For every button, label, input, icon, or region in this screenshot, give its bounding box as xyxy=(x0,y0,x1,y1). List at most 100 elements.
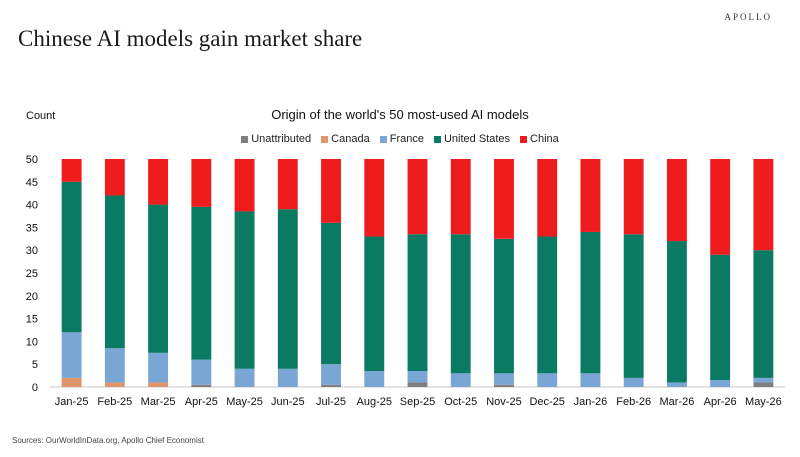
bar-segment-france xyxy=(104,348,125,383)
legend-swatch xyxy=(379,135,387,143)
x-tick-label: Sep-25 xyxy=(400,396,435,408)
chart: Origin of the world's 50 most-used AI mo… xyxy=(0,100,800,420)
bar-segment-united-states xyxy=(753,250,774,378)
legend-swatch xyxy=(520,135,528,143)
bar-segment-france xyxy=(277,368,298,387)
bar-segment-china xyxy=(234,159,255,212)
bar-segment-united-states xyxy=(494,238,514,374)
legend-item: United States xyxy=(433,133,511,145)
bar-segment-united-states xyxy=(234,211,255,369)
y-tick-label: 5 xyxy=(32,359,38,371)
legend-label: France xyxy=(389,133,424,145)
x-tick-label: Apr-25 xyxy=(185,396,218,408)
bar-segment-france xyxy=(623,377,644,387)
legend-swatch xyxy=(241,135,249,143)
bar-segment-china xyxy=(191,159,212,207)
legend-label: Canada xyxy=(331,133,370,145)
y-axis-label: Count xyxy=(26,110,56,122)
x-tick-label: Feb-26 xyxy=(616,396,651,408)
bar-segment-china xyxy=(148,159,169,205)
bar-segment-france xyxy=(753,377,774,383)
y-tick-label: 50 xyxy=(26,154,38,166)
bar-segment-france xyxy=(148,352,169,383)
chart-title: Origin of the world's 50 most-used AI mo… xyxy=(271,107,529,122)
bar-segment-china xyxy=(580,159,601,232)
bar-segment-china xyxy=(537,159,558,237)
bar-segment-unattributed xyxy=(407,382,428,387)
y-tick-label: 15 xyxy=(26,314,38,326)
chart-plot: 0 5 10 15 20 25 30 35 40 45 50 Jan-25 Feb-25 Mar-25 Ap… xyxy=(26,154,785,408)
x-tick-label: Oct-25 xyxy=(444,396,477,408)
bar-segment-united-states xyxy=(450,234,471,374)
bar-segment-france xyxy=(61,332,82,378)
legend-item: China xyxy=(520,133,559,145)
legend-label: China xyxy=(530,133,559,145)
bar-segment-china xyxy=(407,159,428,235)
bar-segment-france xyxy=(364,371,385,387)
x-tick-label: Jan-26 xyxy=(574,396,608,408)
bar-segment-united-states xyxy=(407,234,428,372)
bar-segment-china xyxy=(277,159,298,210)
bar-segment-france xyxy=(450,373,471,387)
source-note: Sources: OurWorldInData.org, Apollo Chie… xyxy=(12,436,204,445)
x-tick-label: Apr-26 xyxy=(704,396,737,408)
bar-segment-united-states xyxy=(277,209,298,369)
x-tick-label: Jan-25 xyxy=(55,396,89,408)
y-tick-label: 45 xyxy=(26,177,38,189)
bar-segment-china xyxy=(623,159,644,235)
x-tick-label: Nov-25 xyxy=(486,396,521,408)
brand-logo: APOLLO xyxy=(724,12,772,22)
x-tick-label: Mar-26 xyxy=(659,396,694,408)
x-tick-label: Mar-25 xyxy=(141,396,176,408)
bar-segment-united-states xyxy=(364,236,385,372)
bar-segment-france xyxy=(234,368,255,387)
bar-segment-china xyxy=(61,159,82,182)
bar-segment-canada xyxy=(61,377,82,387)
bar-segment-china xyxy=(450,159,471,235)
bar-segment-canada xyxy=(148,382,169,387)
bar-segment-france xyxy=(494,373,514,385)
legend: Unattributed Canada France United States Chi… xyxy=(0,133,800,145)
y-tick-label: 35 xyxy=(26,222,38,234)
y-tick-label: 20 xyxy=(26,291,38,303)
legend-label: United States xyxy=(443,133,511,145)
bar-segment-france xyxy=(666,382,687,387)
bar-segment-china xyxy=(666,159,687,242)
legend-item: Unattributed xyxy=(241,133,311,145)
bar-segment-united-states xyxy=(148,204,169,353)
y-tick-label: 30 xyxy=(26,245,38,257)
bar-segment-unattributed xyxy=(494,384,514,387)
y-tick-label: 25 xyxy=(26,268,38,280)
bar-segment-china xyxy=(104,159,125,196)
bar-segment-china xyxy=(494,159,514,239)
headline: Chinese AI models gain market share xyxy=(18,26,363,51)
bar-segment-china xyxy=(321,159,341,223)
bar-segment-unattributed xyxy=(321,384,341,387)
bar-segment-france xyxy=(191,359,212,385)
bar-segment-china xyxy=(364,159,385,237)
bar-segment-china xyxy=(710,159,731,255)
x-tick-label: Aug-25 xyxy=(357,396,392,408)
legend-swatch xyxy=(433,135,441,143)
bar-segment-united-states xyxy=(191,206,212,360)
bar-segment-united-states xyxy=(537,236,558,374)
bar-segment-france xyxy=(580,373,601,387)
y-tick-label: 10 xyxy=(26,336,38,348)
legend-label: Unattributed xyxy=(251,133,312,145)
bar-segment-united-states xyxy=(580,231,601,374)
bar-segment-unattributed xyxy=(191,384,212,387)
bar-segment-united-states xyxy=(104,195,125,349)
y-tick-label: 40 xyxy=(26,200,38,212)
x-tick-label: May-25 xyxy=(226,396,263,408)
bar-segment-united-states xyxy=(710,254,731,381)
legend-swatch xyxy=(321,135,329,143)
x-tick-label: Feb-25 xyxy=(97,396,132,408)
bar-segment-france xyxy=(710,380,731,387)
x-tick-label: May-26 xyxy=(745,396,782,408)
bar-segment-france xyxy=(537,373,558,387)
bar-segment-united-states xyxy=(321,222,341,365)
bar-segment-china xyxy=(753,159,774,251)
x-tick-label: Jul-25 xyxy=(316,396,346,408)
bar-segment-united-states xyxy=(61,181,82,333)
x-tick-label: Jun-25 xyxy=(271,396,305,408)
